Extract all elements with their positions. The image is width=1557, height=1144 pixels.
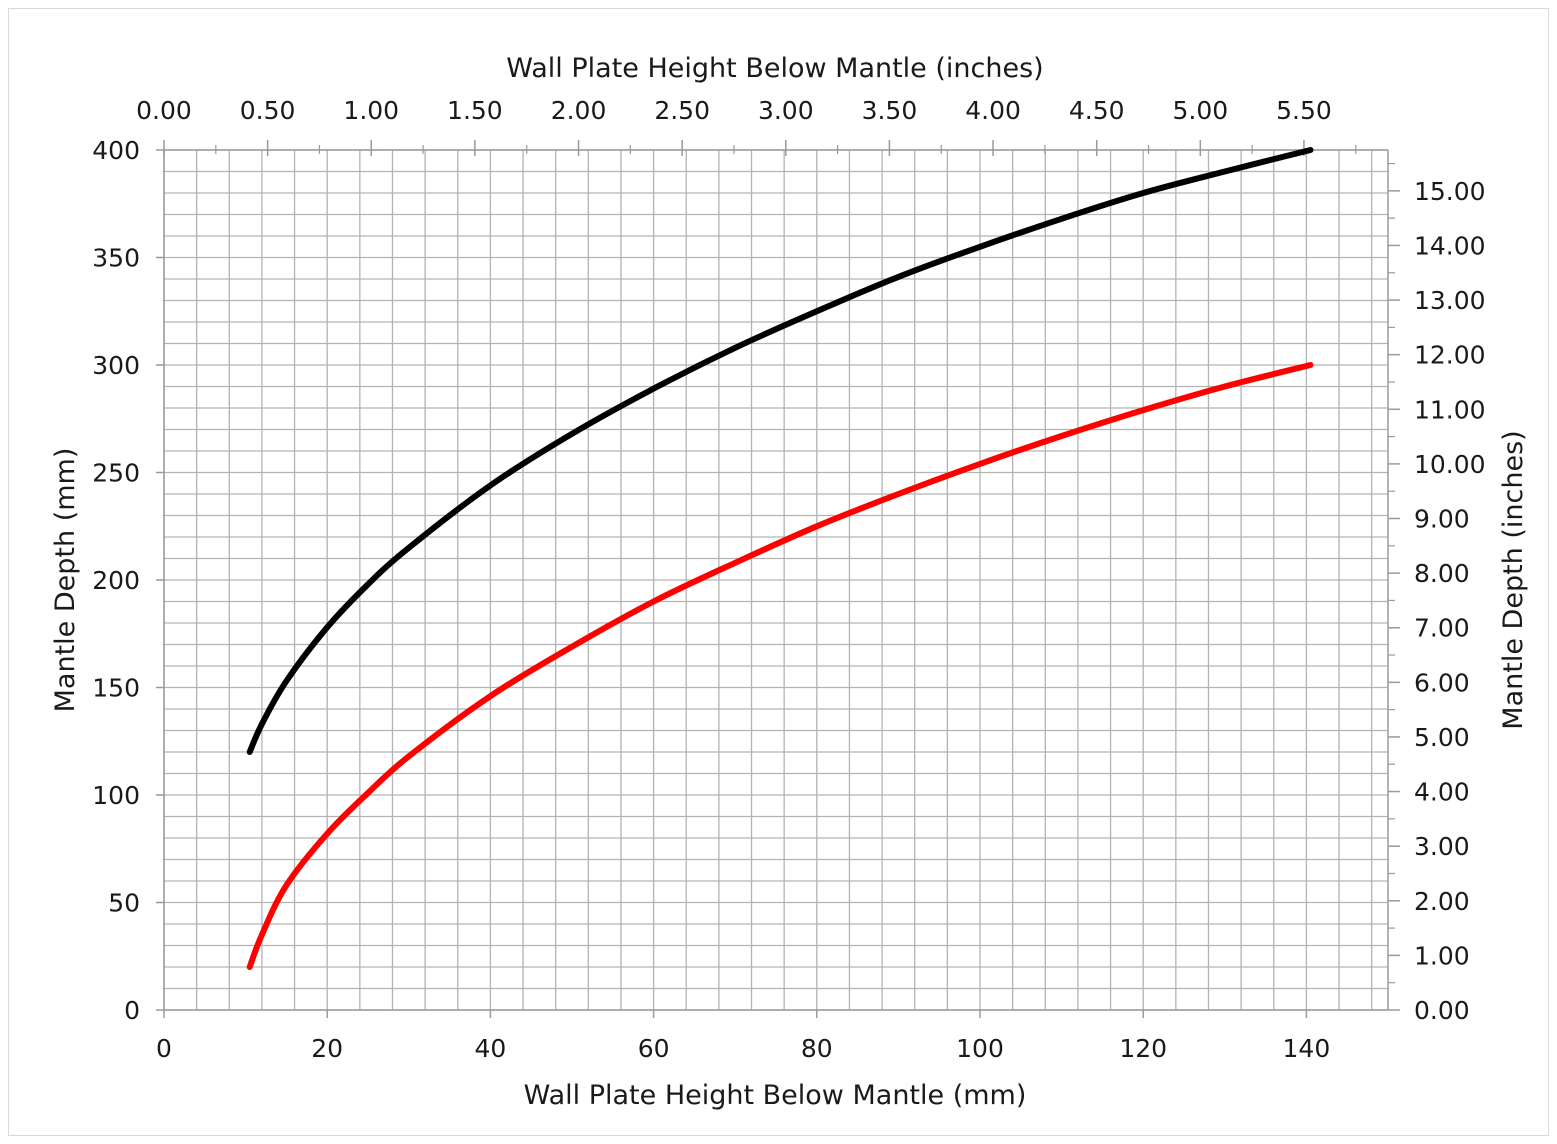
x-bottom-tick-label: 120 <box>1119 1034 1167 1063</box>
x-top-tick-label: 5.00 <box>1172 96 1228 125</box>
y-right-tick-label: 10.00 <box>1414 450 1486 479</box>
y-right-tick-label: 4.00 <box>1414 778 1470 807</box>
x-bottom-tick-label: 100 <box>956 1034 1004 1063</box>
x-top-tick-label: 0.00 <box>136 96 192 125</box>
y-left-tick-label: 200 <box>92 566 140 595</box>
x-bottom-axis-title: Wall Plate Height Below Mantle (mm) <box>524 1080 1027 1111</box>
x-top-axis-title: Wall Plate Height Below Mantle (inches) <box>506 53 1043 84</box>
tick-labels: 0 20 40 60 80 100 120 140 0 50 100 150 200 250 300 350 4… <box>92 96 1485 1063</box>
y-right-tick-label: 13.00 <box>1414 286 1486 315</box>
y-right-tick-label: 11.00 <box>1414 395 1486 424</box>
y-right-tick-label: 2.00 <box>1414 887 1470 916</box>
y-left-tick-label: 50 <box>108 889 140 918</box>
y-right-tick-label: 14.00 <box>1414 231 1486 260</box>
y-right-tick-label: 7.00 <box>1414 614 1470 643</box>
x-top-tick-label: 0.50 <box>240 96 296 125</box>
x-bottom-tick-label: 140 <box>1283 1034 1331 1063</box>
x-top-tick-label: 1.50 <box>447 96 503 125</box>
y-right-tick-label: 6.00 <box>1414 668 1470 697</box>
x-top-tick-label: 3.50 <box>862 96 918 125</box>
x-bottom-tick-label: 0 <box>156 1034 172 1063</box>
y-left-tick-label: 100 <box>92 781 140 810</box>
x-bottom-tick-label: 80 <box>801 1034 833 1063</box>
x-bottom-tick-label: 60 <box>638 1034 670 1063</box>
y-left-tick-label: 150 <box>92 674 140 703</box>
x-top-tick-label: 4.50 <box>1069 96 1125 125</box>
axes <box>156 140 1400 1018</box>
grid-lines <box>163 149 1388 1011</box>
series-line-2 <box>246 362 1314 970</box>
x-top-tick-label: 4.00 <box>965 96 1021 125</box>
y-left-tick-label: 350 <box>92 244 140 273</box>
y-left-tick-label: 0 <box>124 996 140 1025</box>
y-right-tick-label: 12.00 <box>1414 341 1486 370</box>
x-top-tick-label: 2.00 <box>551 96 607 125</box>
x-bottom-tick-label: 20 <box>311 1034 343 1063</box>
y-left-axis-title: Mantle Depth (mm) <box>50 448 81 713</box>
series-layer <box>246 147 1314 970</box>
y-right-tick-label: 8.00 <box>1414 559 1470 588</box>
series-line-1 <box>246 147 1314 755</box>
y-right-tick-label: 1.00 <box>1414 941 1470 970</box>
x-top-tick-label: 1.00 <box>343 96 399 125</box>
y-right-tick-label: 15.00 <box>1414 177 1486 206</box>
y-right-tick-label: 0.00 <box>1414 996 1470 1025</box>
x-top-tick-label: 3.00 <box>758 96 814 125</box>
y-left-tick-label: 300 <box>92 351 140 380</box>
x-top-tick-label: 2.50 <box>654 96 710 125</box>
chart-frame <box>8 8 1549 1136</box>
y-right-tick-label: 3.00 <box>1414 832 1470 861</box>
y-left-tick-label: 400 <box>92 136 140 165</box>
y-right-tick-label: 9.00 <box>1414 505 1470 534</box>
y-right-axis-title: Mantle Depth (inches) <box>1498 430 1529 729</box>
y-right-tick-label: 5.00 <box>1414 723 1470 752</box>
x-bottom-tick-label: 40 <box>474 1034 506 1063</box>
x-top-tick-label: 5.50 <box>1276 96 1332 125</box>
y-left-tick-label: 250 <box>92 459 140 488</box>
